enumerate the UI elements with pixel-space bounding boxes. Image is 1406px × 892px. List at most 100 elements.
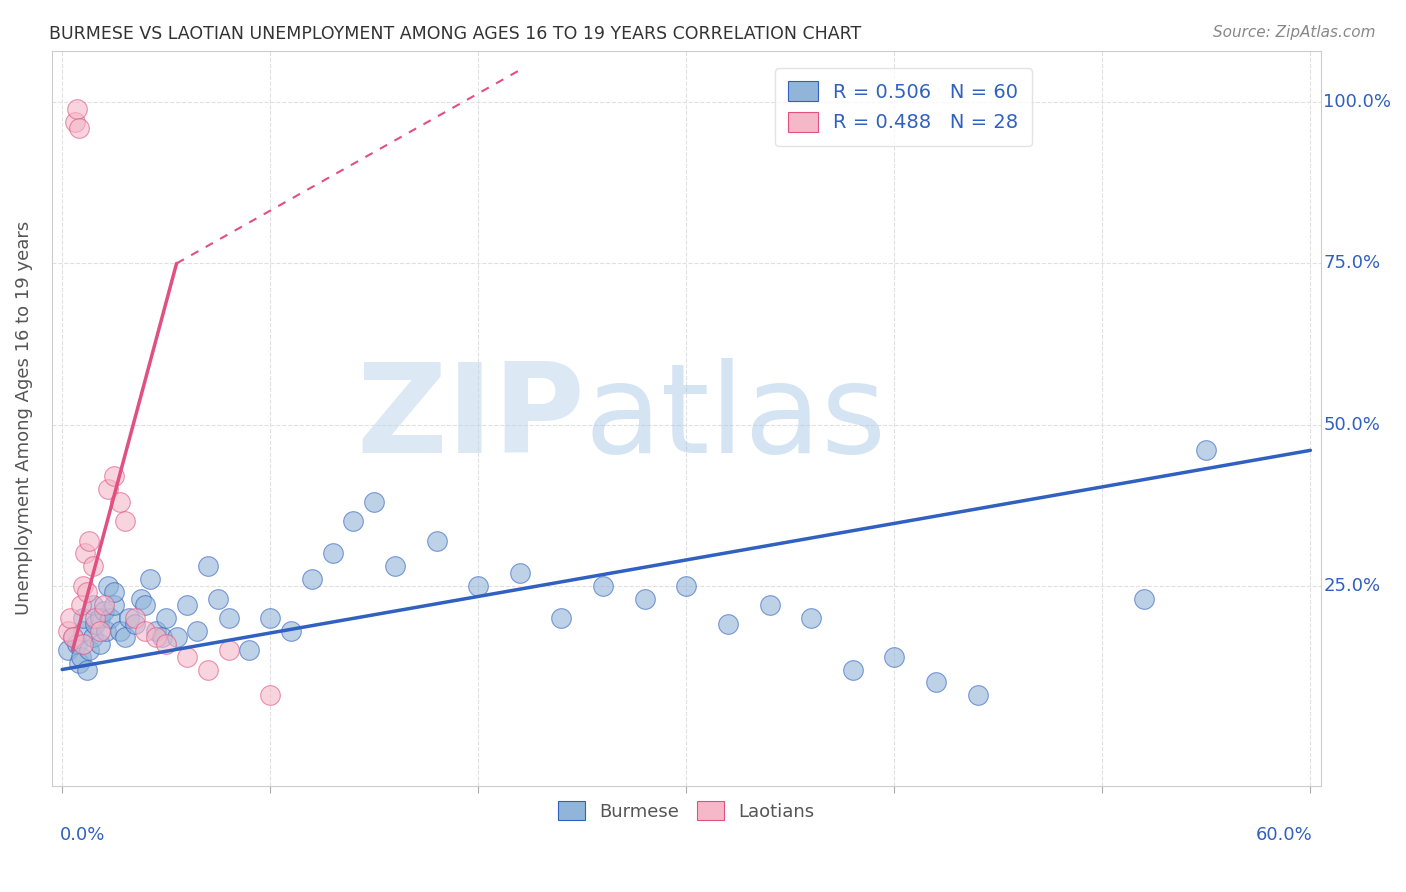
- Point: [70, 649, 93, 664]
- Point: [259, 688, 281, 702]
- Point: [426, 533, 449, 548]
- Point: [218, 611, 240, 625]
- Point: [841, 663, 863, 677]
- Point: [118, 611, 141, 625]
- Point: [67, 121, 90, 136]
- Point: [1195, 443, 1218, 458]
- Point: [342, 514, 364, 528]
- Point: [218, 643, 240, 657]
- Point: [114, 514, 136, 528]
- Point: [72, 579, 94, 593]
- Point: [176, 649, 198, 664]
- Point: [58, 643, 80, 657]
- Point: [800, 611, 823, 625]
- Point: [70, 598, 93, 612]
- Point: [509, 566, 531, 580]
- Point: [76, 585, 98, 599]
- Point: [77, 643, 100, 657]
- Point: [634, 591, 657, 606]
- Point: [103, 469, 125, 483]
- Point: [675, 579, 697, 593]
- Point: [384, 559, 406, 574]
- Point: [925, 675, 948, 690]
- Text: atlas: atlas: [585, 358, 887, 479]
- Point: [883, 649, 905, 664]
- Point: [94, 624, 117, 638]
- Point: [259, 611, 281, 625]
- Point: [76, 663, 98, 677]
- Point: [66, 102, 89, 116]
- Point: [966, 688, 988, 702]
- Point: [280, 624, 302, 638]
- Point: [93, 598, 115, 612]
- Point: [155, 611, 177, 625]
- Point: [72, 611, 94, 625]
- Text: 100.0%: 100.0%: [1323, 94, 1392, 112]
- Point: [98, 611, 121, 625]
- Point: [59, 611, 82, 625]
- Point: [207, 591, 229, 606]
- Text: 50.0%: 50.0%: [1323, 416, 1381, 434]
- Text: BURMESE VS LAOTIAN UNEMPLOYMENT AMONG AGES 16 TO 19 YEARS CORRELATION CHART: BURMESE VS LAOTIAN UNEMPLOYMENT AMONG AG…: [49, 25, 862, 43]
- Point: [124, 611, 146, 625]
- Point: [72, 624, 94, 638]
- Point: [322, 546, 344, 560]
- Text: 75.0%: 75.0%: [1323, 254, 1381, 272]
- Point: [58, 624, 80, 638]
- Point: [145, 630, 167, 644]
- Legend: Burmese, Laotians: Burmese, Laotians: [551, 794, 823, 828]
- Point: [110, 495, 132, 509]
- Point: [150, 630, 173, 644]
- Point: [103, 585, 125, 599]
- Point: [82, 598, 104, 612]
- Point: [62, 630, 84, 644]
- Point: [89, 624, 111, 638]
- Point: [176, 598, 198, 612]
- Point: [301, 572, 323, 586]
- Point: [63, 114, 86, 128]
- Point: [592, 579, 614, 593]
- Point: [197, 559, 219, 574]
- Point: [82, 559, 104, 574]
- Point: [89, 611, 111, 625]
- Point: [145, 624, 167, 638]
- Point: [82, 630, 104, 644]
- Point: [197, 663, 219, 677]
- Point: [110, 624, 132, 638]
- Point: [124, 617, 146, 632]
- Point: [89, 637, 111, 651]
- Point: [1133, 591, 1156, 606]
- Text: 0.0%: 0.0%: [60, 826, 105, 844]
- Point: [758, 598, 780, 612]
- Point: [134, 624, 156, 638]
- Point: [93, 605, 115, 619]
- Point: [72, 637, 94, 651]
- Point: [467, 579, 489, 593]
- Text: 25.0%: 25.0%: [1323, 577, 1381, 595]
- Point: [62, 630, 84, 644]
- Point: [155, 637, 177, 651]
- Point: [138, 572, 160, 586]
- Point: [73, 546, 96, 560]
- Text: 60.0%: 60.0%: [1256, 826, 1312, 844]
- Text: ZIP: ZIP: [356, 358, 585, 479]
- Point: [114, 630, 136, 644]
- Point: [77, 533, 100, 548]
- Point: [550, 611, 572, 625]
- Point: [134, 598, 156, 612]
- Point: [717, 617, 740, 632]
- Point: [238, 643, 260, 657]
- Y-axis label: Unemployment Among Ages 16 to 19 years: Unemployment Among Ages 16 to 19 years: [15, 221, 32, 615]
- Point: [97, 579, 120, 593]
- Point: [103, 598, 125, 612]
- Point: [129, 591, 152, 606]
- Point: [363, 495, 385, 509]
- Point: [97, 482, 120, 496]
- Point: [84, 617, 107, 632]
- Point: [166, 630, 188, 644]
- Point: [186, 624, 208, 638]
- Point: [66, 637, 89, 651]
- Point: [67, 656, 90, 670]
- Point: [84, 611, 107, 625]
- Text: Source: ZipAtlas.com: Source: ZipAtlas.com: [1212, 25, 1375, 40]
